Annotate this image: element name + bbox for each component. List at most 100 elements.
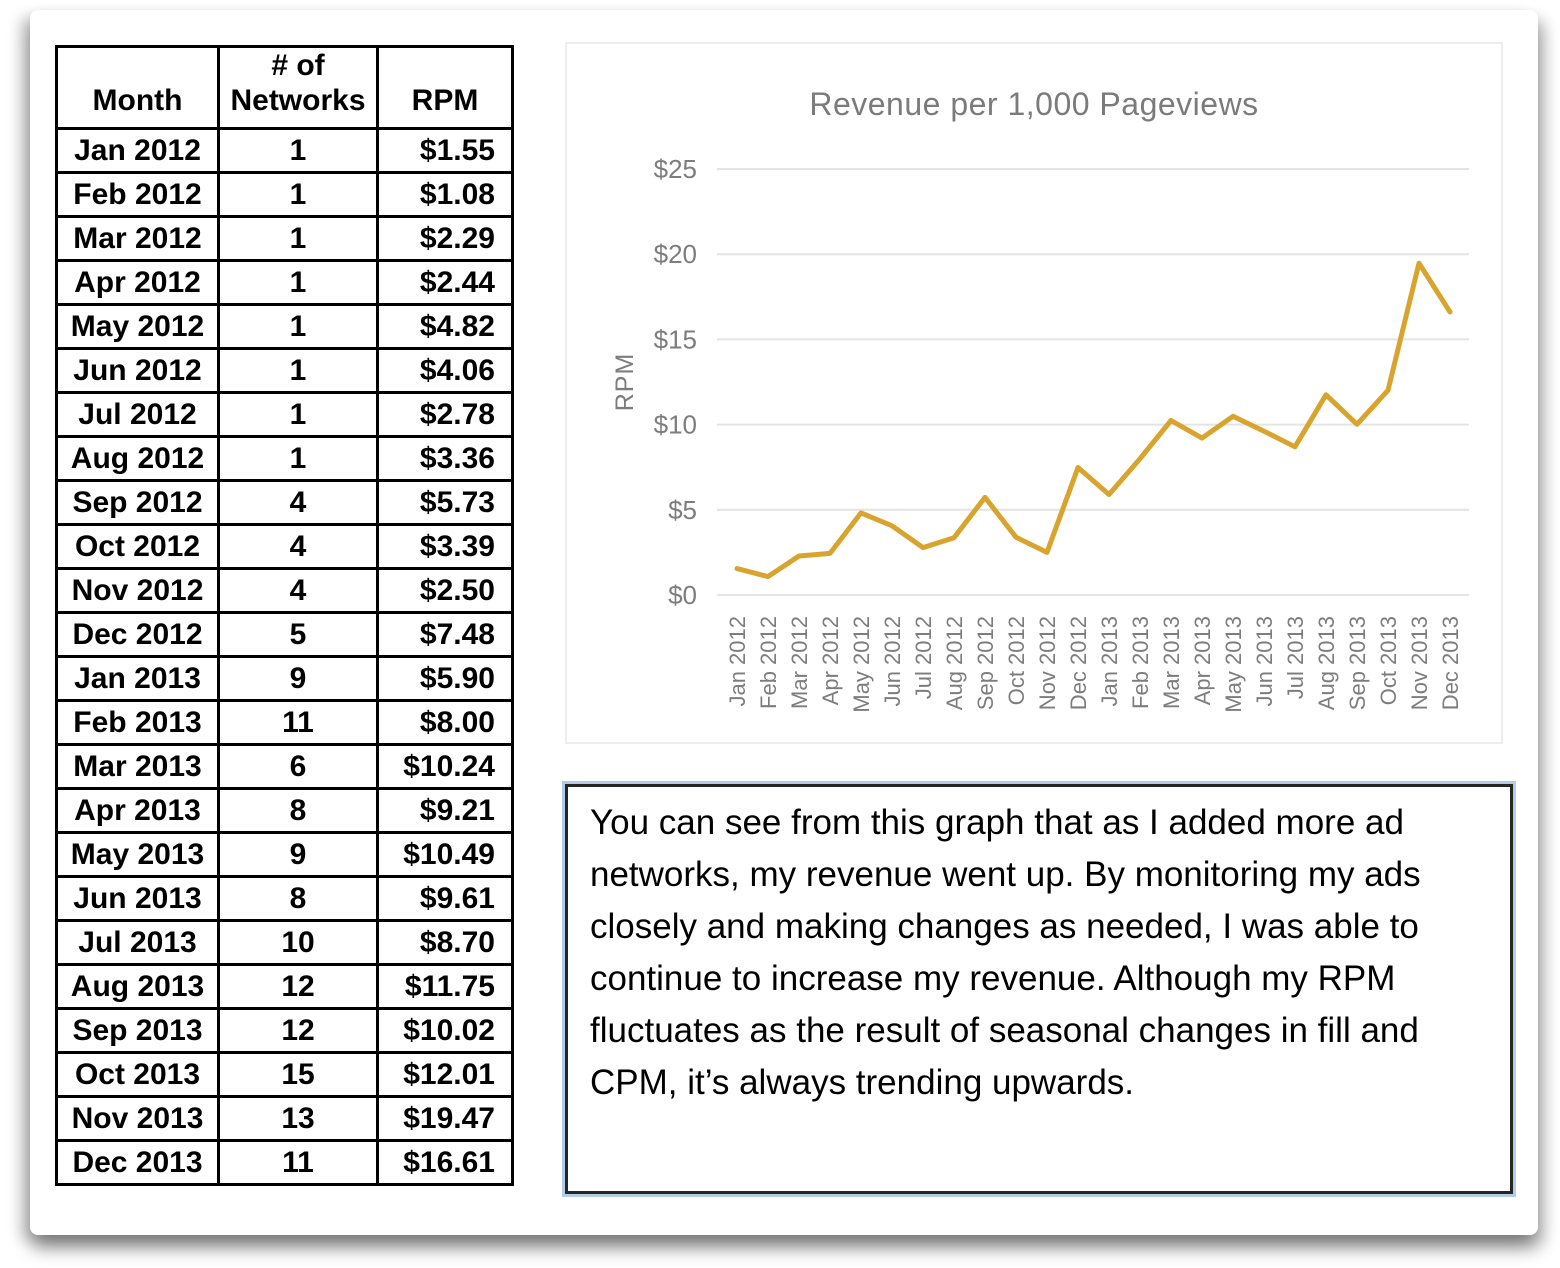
networks-cell: 1 (217, 215, 379, 262)
networks-cell: 12 (217, 963, 379, 1010)
table-row: Jul 2013 10 $8.70 (55, 919, 514, 966)
rpm-cell: $5.73 (376, 479, 514, 526)
rpm-cell: $10.02 (376, 1007, 514, 1054)
table-row: Dec 2013 11 $16.61 (55, 1139, 514, 1186)
rpm-cell: $11.75 (376, 963, 514, 1010)
table-row: Jan 2012 1 $1.55 (55, 127, 514, 174)
rpm-cell: $19.47 (376, 1095, 514, 1142)
y-axis-label: RPM (611, 353, 639, 412)
networks-cell: 8 (217, 787, 379, 834)
rpm-cell: $4.82 (376, 303, 514, 350)
table-row: May 2013 9 $10.49 (55, 831, 514, 878)
chart-title: Revenue per 1,000 Pageviews (809, 86, 1259, 122)
table-row: Apr 2013 8 $9.21 (55, 787, 514, 834)
month-cell: May 2013 (55, 831, 220, 878)
rpm-cell: $3.36 (376, 435, 514, 482)
y-tick-label: $10 (654, 410, 697, 440)
table-row: Dec 2012 5 $7.48 (55, 611, 514, 658)
y-tick-label: $20 (654, 239, 697, 269)
rpm-cell: $8.00 (376, 699, 514, 746)
networks-cell: 15 (217, 1051, 379, 1098)
x-tick-label: Aug 2012 (942, 616, 967, 710)
month-cell: Sep 2012 (55, 479, 220, 526)
networks-cell: 1 (217, 435, 379, 482)
month-cell: Jul 2012 (55, 391, 220, 438)
month-cell: Oct 2013 (55, 1051, 220, 1098)
x-tick-label: Jan 2013 (1097, 616, 1122, 707)
networks-cell: 1 (217, 259, 379, 306)
table-row: Mar 2012 1 $2.29 (55, 215, 514, 262)
x-tick-label: Feb 2013 (1128, 616, 1153, 709)
x-tick-label: Nov 2013 (1407, 616, 1432, 710)
x-tick-label: Jul 2013 (1283, 616, 1308, 699)
month-cell: Jan 2012 (55, 127, 220, 174)
networks-cell: 10 (217, 919, 379, 966)
table-row: Jul 2012 1 $2.78 (55, 391, 514, 438)
x-tick-label: Sep 2012 (973, 616, 998, 710)
table-row: Feb 2012 1 $1.08 (55, 171, 514, 218)
rpm-cell: $10.24 (376, 743, 514, 790)
networks-cell: 11 (217, 699, 379, 746)
month-cell: Jun 2012 (55, 347, 220, 394)
x-tick-label: Nov 2012 (1035, 616, 1060, 710)
networks-cell: 12 (217, 1007, 379, 1054)
month-cell: Feb 2013 (55, 699, 220, 746)
header-rpm: RPM (376, 45, 514, 130)
note-text: You can see from this graph that as I ad… (590, 803, 1421, 1102)
rpm-cell: $10.49 (376, 831, 514, 878)
x-tick-label: Jun 2012 (880, 616, 905, 707)
table-row: Sep 2013 12 $10.02 (55, 1007, 514, 1054)
networks-cell: 1 (217, 391, 379, 438)
note-box: You can see from this graph that as I ad… (565, 784, 1513, 1194)
x-tick-label: Jul 2012 (911, 616, 936, 699)
rpm-cell: $2.78 (376, 391, 514, 438)
y-tick-label: $5 (668, 495, 697, 525)
table-row: Jun 2012 1 $4.06 (55, 347, 514, 394)
table-row: Oct 2012 4 $3.39 (55, 523, 514, 570)
month-cell: Mar 2012 (55, 215, 220, 262)
month-cell: Jul 2013 (55, 919, 220, 966)
month-cell: Aug 2013 (55, 963, 220, 1010)
page-card: Month # of Networks RPM Jan 2012 1 $1.55 Fe… (30, 10, 1538, 1235)
networks-cell: 1 (217, 127, 379, 174)
networks-cell: 9 (217, 831, 379, 878)
y-tick-label: $25 (654, 154, 697, 184)
x-tick-label: May 2012 (849, 616, 874, 713)
table-row: Jun 2013 8 $9.61 (55, 875, 514, 922)
rpm-cell: $12.01 (376, 1051, 514, 1098)
x-tick-label: Mar 2012 (787, 616, 812, 709)
rpm-cell: $2.44 (376, 259, 514, 306)
month-cell: Jun 2013 (55, 875, 220, 922)
x-tick-label: Aug 2013 (1314, 616, 1339, 710)
x-tick-label: Jan 2012 (725, 616, 750, 707)
table-row: Nov 2013 13 $19.47 (55, 1095, 514, 1142)
networks-cell: 1 (217, 303, 379, 350)
table-row: Jan 2013 9 $5.90 (55, 655, 514, 702)
x-tick-label: Apr 2012 (818, 616, 843, 705)
table-row: Oct 2013 15 $12.01 (55, 1051, 514, 1098)
month-cell: May 2012 (55, 303, 220, 350)
rpm-cell: $4.06 (376, 347, 514, 394)
rpm-cell: $9.21 (376, 787, 514, 834)
networks-cell: 1 (217, 347, 379, 394)
month-cell: Aug 2012 (55, 435, 220, 482)
month-cell: Nov 2013 (55, 1095, 220, 1142)
x-tick-label: Feb 2012 (756, 616, 781, 709)
month-cell: Mar 2013 (55, 743, 220, 790)
rpm-cell: $5.90 (376, 655, 514, 702)
y-tick-label: $0 (668, 580, 697, 610)
month-cell: Feb 2012 (55, 171, 220, 218)
table-row: May 2012 1 $4.82 (55, 303, 514, 350)
table-row: Sep 2012 4 $5.73 (55, 479, 514, 526)
table-row: Apr 2012 1 $2.44 (55, 259, 514, 306)
rpm-cell: $8.70 (376, 919, 514, 966)
networks-cell: 4 (217, 567, 379, 614)
header-networks: # of Networks (217, 45, 379, 130)
x-tick-label: Oct 2013 (1376, 616, 1401, 705)
rpm-series-line (734, 260, 1453, 580)
rpm-cell: $1.08 (376, 171, 514, 218)
x-tick-label: Sep 2013 (1345, 616, 1370, 710)
networks-cell: 1 (217, 171, 379, 218)
rpm-cell: $9.61 (376, 875, 514, 922)
